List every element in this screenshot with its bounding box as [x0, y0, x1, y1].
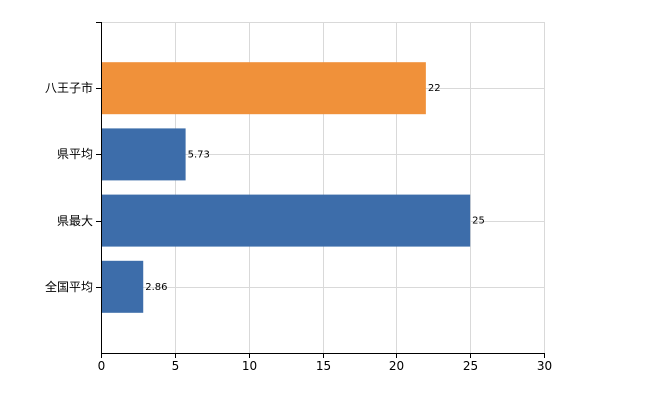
axis-layer: [96, 22, 545, 358]
x-tick-label: 10: [242, 359, 257, 373]
x-tick-label: 30: [537, 359, 552, 373]
bar: [102, 62, 426, 115]
category-label: 県平均: [57, 147, 93, 161]
data-label: 5.73: [188, 149, 210, 160]
bar: [102, 260, 144, 313]
x-tick-label: 20: [389, 359, 404, 373]
bar: [102, 128, 186, 181]
x-tick-label: 5: [172, 359, 180, 373]
x-tick-label: 25: [463, 359, 478, 373]
bar: [102, 194, 471, 247]
category-label: 県最大: [57, 214, 93, 228]
x-tick-label: 15: [316, 359, 331, 373]
data-label: 2.86: [145, 282, 167, 293]
category-label: 八王子市: [45, 80, 93, 95]
x-tick-label: 0: [98, 359, 106, 373]
data-label: 25: [472, 216, 485, 227]
data-label: 22: [428, 83, 441, 94]
category-label: 全国平均: [45, 279, 93, 294]
bar-layer: [102, 62, 471, 313]
